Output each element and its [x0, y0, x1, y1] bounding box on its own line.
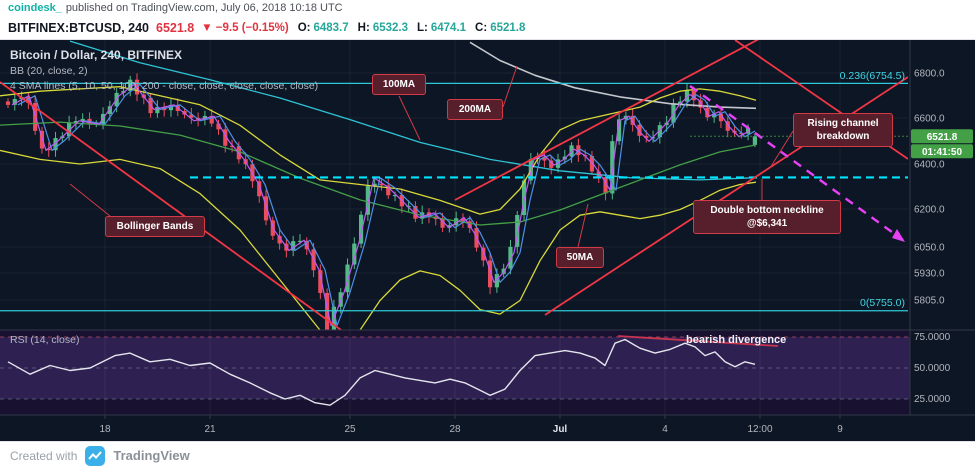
open-label: O:: [297, 21, 311, 34]
svg-text:18: 18: [99, 424, 111, 435]
close-label: C:: [475, 21, 488, 34]
svg-text:25: 25: [344, 424, 356, 435]
low-value: 6474.1: [430, 21, 467, 34]
svg-text:9: 9: [837, 424, 843, 435]
price-change: ▼ −9.5 (−0.15%): [201, 21, 289, 34]
last-price: 6521.8: [156, 20, 195, 35]
svg-text:5805.0: 5805.0: [914, 296, 945, 307]
svg-text:75.0000: 75.0000: [914, 332, 951, 343]
legend-rsi: RSI (14, close): [10, 334, 80, 346]
svg-text:25.0000: 25.0000: [914, 394, 951, 405]
author-name[interactable]: coindesk_: [8, 2, 62, 14]
symbol-title: BITFINEX:BTCUSD, 240: [8, 20, 149, 35]
callout-bollinger-bands[interactable]: Bollinger Bands: [105, 216, 205, 237]
callout-200ma[interactable]: 200MA: [447, 99, 503, 120]
low-label: L:: [417, 21, 428, 34]
svg-text:6800.0: 6800.0: [914, 69, 945, 80]
svg-text:28: 28: [449, 424, 461, 435]
created-with-text: Created with: [10, 448, 78, 463]
svg-text:Jul: Jul: [553, 424, 568, 435]
svg-text:6521.8: 6521.8: [927, 132, 958, 143]
svg-text:4: 4: [662, 424, 668, 435]
legend-bollinger: BB (20, close, 2): [10, 65, 88, 77]
callout-rising-channel-breakdown[interactable]: Rising channel breakdown: [793, 113, 893, 147]
chart-legend-title: Bitcoin / Dollar, 240, BITFINEX: [10, 48, 183, 62]
publish-info-bar: coindesk_ published on TradingView.com, J…: [0, 0, 975, 18]
svg-text:6200.0: 6200.0: [914, 205, 945, 216]
symbol-info-bar: BITFINEX:BTCUSD, 240 6521.8 ▼ −9.5 (−0.1…: [0, 16, 975, 40]
svg-text:6600.0: 6600.0: [914, 114, 945, 125]
high-label: H:: [357, 21, 370, 34]
svg-text:12:00: 12:00: [747, 424, 772, 435]
close-value: 6521.8: [490, 21, 526, 34]
legend-sma-lines: 4 SMA lines (5, 10, 50, 100, 200 - close…: [10, 80, 319, 92]
candlestick-chart[interactable]: 6800.0 6600.0 6400.0 6200.0 6050.0 5930.0 5805…: [0, 40, 975, 441]
tradingview-brand-link[interactable]: TradingView: [113, 448, 190, 463]
svg-text:01:41:50: 01:41:50: [922, 147, 962, 158]
open-value: 6483.7: [313, 21, 349, 34]
callout-50ma[interactable]: 50MA: [556, 247, 604, 268]
tradingview-logo-icon[interactable]: [85, 445, 106, 466]
fib-0-label: 0(5755.0): [860, 297, 905, 309]
publish-text: published on TradingView.com, July 06, 2…: [65, 2, 343, 14]
svg-text:6400.0: 6400.0: [914, 160, 945, 171]
svg-text:5930.0: 5930.0: [914, 269, 945, 280]
svg-text:50.0000: 50.0000: [914, 363, 951, 374]
callout-100ma[interactable]: 100MA: [372, 74, 426, 95]
fib-0236-label: 0.236(6754.5): [839, 70, 905, 82]
svg-text:21: 21: [204, 424, 216, 435]
callout-double-bottom-neckline[interactable]: Double bottom neckline @$6,341: [693, 200, 841, 234]
footer: Created with TradingView: [0, 441, 975, 469]
bearish-divergence-label: bearish divergence: [686, 334, 787, 346]
high-value: 6532.3: [372, 21, 408, 34]
svg-text:6050.0: 6050.0: [914, 243, 945, 254]
